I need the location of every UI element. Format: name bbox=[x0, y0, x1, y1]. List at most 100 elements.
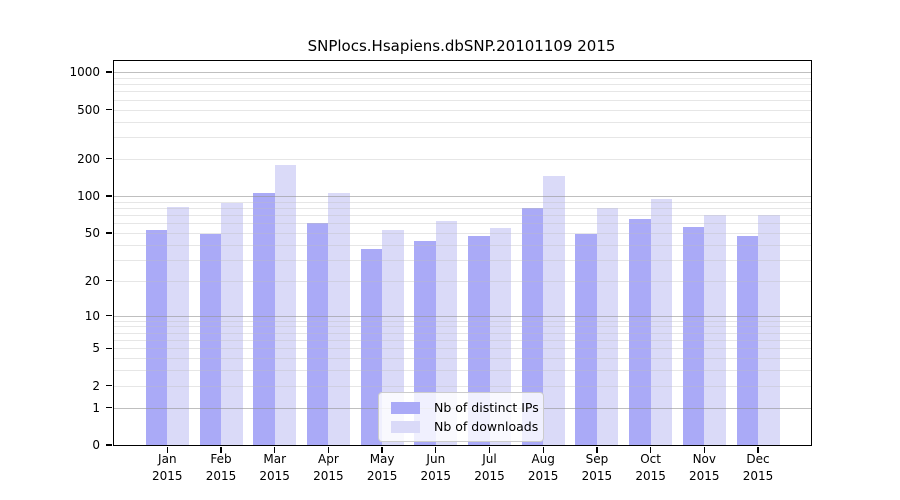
y-tick-label-0: 0 bbox=[92, 438, 100, 452]
bar-distinct-ips-aug bbox=[521, 207, 544, 445]
x-tick-label-feb: Feb 2015 bbox=[205, 452, 237, 484]
bar-distinct-ips-feb bbox=[199, 233, 221, 445]
bar-distinct-ips-nov bbox=[682, 226, 705, 445]
bar-distinct-ips-oct bbox=[629, 218, 651, 445]
x-tick-label-jun: Jun 2015 bbox=[420, 452, 452, 484]
minor-gridline-800 bbox=[114, 84, 811, 86]
y-tick-1000 bbox=[106, 71, 112, 73]
minor-gridline-700 bbox=[114, 91, 811, 93]
minor-gridline-400 bbox=[114, 121, 811, 123]
minor-gridline-70 bbox=[114, 214, 811, 216]
bar-distinct-ips-sep bbox=[575, 233, 597, 445]
minor-gridline-600 bbox=[114, 99, 811, 101]
y-tick-0 bbox=[106, 444, 112, 446]
bar-downloads-aug bbox=[543, 176, 565, 445]
bar-downloads-mar bbox=[274, 165, 297, 445]
bar-downloads-jan bbox=[167, 206, 189, 445]
minor-gridline-300 bbox=[114, 137, 811, 138]
minor-gridline-40 bbox=[114, 244, 811, 246]
x-tick-sep bbox=[596, 447, 598, 453]
minor-gridline-20 bbox=[114, 280, 811, 282]
minor-gridline-200 bbox=[114, 158, 811, 160]
minor-gridline-80 bbox=[114, 207, 811, 209]
x-tick-label-oct: Oct 2015 bbox=[635, 452, 666, 484]
bar-downloads-oct bbox=[650, 198, 673, 445]
minor-gridline-60 bbox=[114, 223, 811, 225]
x-tick-jun bbox=[435, 447, 437, 453]
x-tick-nov bbox=[703, 447, 705, 453]
x-tick-label-sep: Sep 2015 bbox=[581, 452, 613, 484]
y-tick-5 bbox=[106, 347, 112, 349]
y-tick-20 bbox=[106, 279, 112, 282]
y-tick-1 bbox=[106, 406, 112, 409]
minor-gridline-8 bbox=[114, 326, 811, 328]
y-tick-label-2: 2 bbox=[92, 378, 100, 393]
x-tick-apr bbox=[327, 447, 330, 453]
x-tick-label-jan: Jan 2015 bbox=[152, 452, 183, 484]
bar-downloads-may bbox=[382, 229, 404, 445]
major-gridline-100 bbox=[114, 195, 811, 197]
minor-gridline-90 bbox=[114, 201, 811, 203]
bar-downloads-apr bbox=[328, 193, 350, 445]
bar-downloads-feb bbox=[221, 203, 243, 445]
minor-gridline-900 bbox=[114, 77, 811, 79]
x-tick-label-apr: Apr 2015 bbox=[313, 452, 344, 484]
bar-distinct-ips-mar bbox=[253, 193, 275, 445]
legend-label-downloads: Nb of downloads bbox=[434, 419, 539, 434]
minor-gridline-30 bbox=[114, 259, 811, 261]
minor-gridline-500 bbox=[114, 109, 811, 111]
x-tick-label-mar: Mar 2015 bbox=[259, 452, 290, 484]
y-tick-label-200: 200 bbox=[77, 151, 100, 166]
chart-title: SNPlocs.Hsapiens.dbSNP.20101109 2015 bbox=[307, 37, 616, 55]
minor-gridline-5 bbox=[114, 348, 811, 350]
y-tick-label-500: 500 bbox=[77, 102, 100, 117]
x-tick-may bbox=[381, 447, 383, 453]
x-tick-aug bbox=[542, 447, 544, 453]
y-tick-label-10: 10 bbox=[84, 308, 100, 323]
legend-swatch-downloads bbox=[391, 420, 420, 433]
y-tick-100 bbox=[106, 195, 112, 197]
x-tick-jan bbox=[166, 447, 168, 453]
legend-item-distinct-ips: Nb of distinct IPs bbox=[387, 398, 539, 417]
bar-distinct-ips-may bbox=[360, 248, 383, 445]
x-tick-label-jul: Jul 2015 bbox=[474, 452, 505, 484]
minor-gridline-7 bbox=[114, 332, 811, 334]
minor-gridline-3 bbox=[114, 370, 811, 372]
bar-downloads-jun bbox=[435, 220, 458, 445]
bar-downloads-dec bbox=[758, 214, 780, 445]
bar-downloads-jul bbox=[489, 227, 511, 445]
y-tick-label-100: 100 bbox=[77, 188, 100, 203]
x-tick-feb bbox=[220, 447, 222, 453]
bar-distinct-ips-dec bbox=[736, 236, 758, 445]
bar-distinct-ips-apr bbox=[306, 223, 329, 445]
x-tick-label-dec: Dec 2015 bbox=[742, 452, 774, 484]
minor-gridline-6 bbox=[114, 339, 811, 341]
y-tick-label-5: 5 bbox=[92, 341, 100, 356]
minor-gridline-50 bbox=[114, 232, 811, 234]
y-tick-50 bbox=[106, 232, 112, 234]
y-tick-200 bbox=[106, 158, 112, 160]
y-tick-label-20: 20 bbox=[84, 273, 100, 288]
bar-downloads-sep bbox=[596, 207, 619, 445]
x-tick-oct bbox=[649, 447, 652, 453]
x-tick-label-aug: Aug 2015 bbox=[527, 452, 559, 484]
legend-swatch-distinct-ips bbox=[391, 401, 420, 414]
minor-gridline-2 bbox=[114, 385, 811, 387]
x-tick-dec bbox=[757, 447, 759, 453]
plot-area: 0 1 2 5 10 20 50 100 200 500 1000 Jan 2015 Feb 2015 Mar… bbox=[69, 60, 812, 483]
x-tick-mar bbox=[274, 447, 276, 453]
y-tick-label-50: 50 bbox=[84, 225, 100, 240]
x-tick-label-may: May 2015 bbox=[366, 452, 398, 484]
legend-label-distinct-ips: Nb of distinct IPs bbox=[434, 400, 539, 415]
bar-downloads-nov bbox=[704, 214, 726, 445]
minor-gridline-9 bbox=[114, 320, 811, 322]
legend-item-downloads: Nb of downloads bbox=[387, 417, 539, 436]
major-gridline-10 bbox=[114, 315, 811, 317]
x-tick-label-nov: Nov 2015 bbox=[689, 452, 720, 484]
y-tick-500 bbox=[106, 108, 112, 111]
bar-distinct-ips-jan bbox=[145, 229, 168, 445]
y-tick-label-1000: 1000 bbox=[69, 65, 100, 80]
y-tick-10 bbox=[106, 314, 112, 317]
y-tick-2 bbox=[106, 385, 112, 387]
